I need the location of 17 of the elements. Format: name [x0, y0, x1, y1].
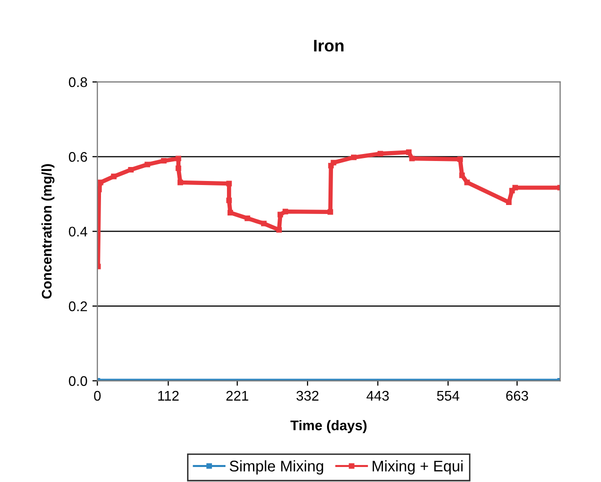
y-tick-label: 0.0: [68, 376, 88, 386]
y-tick-label: 0.8: [68, 77, 88, 88]
legend-label: Mixing + Equi: [372, 460, 463, 475]
legend-label: Simple Mixing: [230, 460, 324, 475]
x-axis-title: Time (days): [290, 420, 367, 434]
y-tick-label: 0.6: [68, 152, 88, 162]
x-tick-label: 554: [437, 391, 460, 401]
x-tick-label: 221: [226, 390, 248, 401]
x-tick-label: 663: [506, 390, 528, 401]
y-axis-title: Concentration (mg/l): [41, 164, 54, 299]
chart-title: Iron: [314, 40, 344, 52]
x-tick-label: 0: [94, 390, 101, 401]
y-tick-label: 0.4: [68, 226, 88, 237]
x-tick-label: 112: [158, 390, 179, 401]
x-tick-label: 443: [366, 390, 389, 401]
y-tick-label: 0.2: [68, 301, 87, 312]
x-tick-label: 332: [296, 390, 318, 401]
